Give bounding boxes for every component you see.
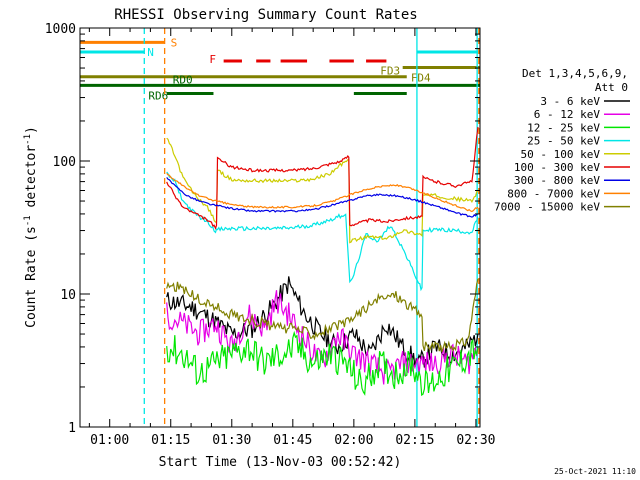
legend-label-50-100-kev: 50 - 100 keV [521,148,601,161]
legend-label-100-300-kev: 100 - 300 keV [514,161,600,174]
series-lines [166,126,479,397]
plot-frame [79,27,481,428]
flag-label-fd4: FD4 [411,72,431,85]
series-line-800-7000-kev [166,172,479,213]
flag-label-n: N [147,46,154,59]
legend-label-3-6-kev: 3 - 6 keV [540,95,600,108]
legend-label-800-7000-kev: 800 - 7000 keV [507,187,600,200]
y-axis-label: Count Rate (s-1 detector-1) [23,126,39,328]
x-axis: 01:00 01:15 01:30 01:45 02:00 02:15 02:30 [88,28,496,448]
x-tick-label: 01:45 [273,433,312,448]
x-tick-label: 01:15 [151,433,190,448]
flag-label-rd0: RD0 [173,73,193,86]
y-tick-label: 1 [68,421,76,436]
x-tick-label: 01:30 [212,433,251,448]
series-line-300-800-kev [166,177,479,218]
chart-title: RHESSI Observing Summary Count Rates [114,7,417,23]
legend-label-25-50-kev: 25 - 50 keV [527,135,600,148]
y-tick-label: 100 [53,155,76,170]
flag-label-f: F [209,53,216,66]
y-tick-label: 10 [60,288,76,303]
flag-label-fd3: FD3 [380,64,400,77]
legend-label-12-25-kev: 12 - 25 keV [527,121,600,134]
series-line-25-50-kev [166,171,479,292]
series-line-100-300-kev [166,126,479,230]
flag-label-s: S [171,36,178,49]
y-axis: 1 10 100 1000 [45,22,480,436]
y-tick-label: 1000 [45,22,76,37]
x-tick-label: 01:00 [90,433,129,448]
y-axis-label-prefix: Count Rate (s [24,226,39,328]
x-tick-label: 02:30 [456,433,495,448]
x-axis-label: Start Time (13-Nov-03 00:52:42) [159,455,402,470]
flag-label-rd6: RD6 [148,89,168,102]
y-axis-label-mid: detector [24,145,39,216]
legend-header-line-1: Det 1,3,4,5,6,9, [522,67,628,80]
legend-label-300-800-kev: 300 - 800 keV [514,174,600,187]
legend-header-line-2: Att 0 [595,81,628,94]
series-line-12-25-kev [166,330,479,397]
legend-label-6-12-kev: 6 - 12 keV [534,108,601,121]
series-line-7000-15000-kev [166,278,479,353]
footer-timestamp: 25-Oct-2021 11:10 [554,467,636,476]
y-axis-label-sup-2: -1 [23,134,33,145]
y-axis-label-sup: -1 [23,215,33,226]
legend-label-7000-15000-kev: 7000 - 15000 keV [494,201,600,214]
series-line-6-12-kev [166,290,479,385]
x-tick-label: 02:15 [395,433,434,448]
x-tick-label: 02:00 [334,433,373,448]
flag-bars: S N F FD3 FD4 RD0 RD6 [80,36,480,102]
y-axis-label-suffix: ) [24,126,39,134]
